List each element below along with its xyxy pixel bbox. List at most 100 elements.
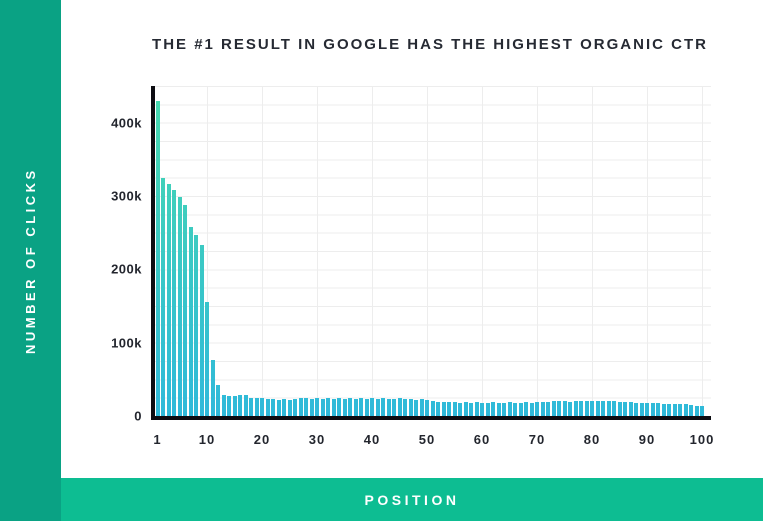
bar-position-20	[260, 398, 265, 416]
bar-position-6	[183, 204, 188, 416]
bar-position-99	[694, 405, 699, 416]
y-tick-label-300k: 300k	[111, 188, 142, 204]
bar-position-34	[337, 398, 342, 416]
bar-position-47	[408, 399, 413, 416]
bar-position-90	[645, 402, 650, 416]
bar-position-45	[397, 398, 402, 416]
bar-position-39	[364, 399, 369, 416]
vertical-gridline	[592, 86, 593, 416]
bar-position-14	[227, 396, 232, 416]
x-axis-tick-labels: 1 10 20 30 40 50 60 70 80 90 100	[153, 432, 713, 452]
bar-position-75	[562, 401, 567, 416]
bar-position-9	[199, 245, 204, 416]
bar-position-94	[667, 403, 672, 416]
bar-position-92	[656, 402, 661, 416]
bar-position-81	[595, 400, 600, 416]
x-tick-label-80: 80	[583, 432, 601, 447]
bar-position-61	[485, 402, 490, 416]
x-axis-title: POSITION	[364, 491, 460, 508]
x-tick-label-10: 10	[198, 432, 216, 447]
bar-position-63	[496, 402, 501, 416]
x-tick-label-40: 40	[363, 432, 381, 447]
bar-position-4	[172, 190, 177, 416]
bar-position-22	[271, 399, 276, 416]
bar-position-27	[298, 398, 303, 416]
y-axis-title: NUMBER OF CLICKS	[23, 167, 38, 354]
vertical-gridline	[427, 86, 428, 416]
bar-position-51	[430, 401, 435, 416]
bar-position-28	[304, 398, 309, 416]
bar-position-100	[700, 406, 705, 416]
bar-position-38	[359, 398, 364, 416]
bar-position-17	[243, 395, 248, 416]
bar-position-31	[320, 399, 325, 416]
bar-position-78	[579, 401, 584, 416]
x-axis-spine	[151, 416, 711, 420]
bar-position-41	[375, 399, 380, 416]
bar-position-72	[546, 402, 551, 416]
bar-position-16	[238, 395, 243, 416]
bar-position-11	[210, 360, 215, 416]
x-tick-label-70: 70	[528, 432, 546, 447]
bar-position-69	[529, 402, 534, 416]
bar-position-54	[447, 402, 452, 416]
bar-position-91	[650, 402, 655, 416]
bar-position-59	[474, 402, 479, 416]
bar-position-82	[601, 401, 606, 416]
bar-position-35	[342, 399, 347, 416]
bar-position-86	[623, 402, 628, 416]
vertical-gridline	[537, 86, 538, 416]
bar-position-33	[331, 399, 336, 416]
bar-position-89	[639, 402, 644, 416]
bar-position-74	[557, 401, 562, 416]
x-tick-label-100: 100	[689, 432, 715, 447]
bar-position-2	[161, 177, 166, 416]
bar-position-10	[205, 302, 210, 416]
bar-position-53	[441, 402, 446, 416]
bar-position-8	[194, 234, 199, 416]
vertical-gridline	[317, 86, 318, 416]
x-axis-title-band: POSITION	[61, 478, 763, 521]
y-axis-tick-labels: 400k 300k 200k 100k 0	[0, 86, 142, 423]
bar-position-97	[683, 404, 688, 416]
bar-position-26	[293, 399, 298, 416]
bar-position-19	[254, 398, 259, 416]
bar-position-60	[480, 402, 485, 416]
chart-title: THE #1 RESULT IN GOOGLE HAS THE HIGHEST …	[152, 36, 708, 53]
x-tick-label-20: 20	[253, 432, 271, 447]
x-tick-label-60: 60	[473, 432, 491, 447]
bar-position-73	[551, 401, 556, 416]
bar-position-36	[348, 398, 353, 416]
bar-position-66	[513, 402, 518, 416]
bar-position-50	[425, 399, 430, 416]
bar-position-56	[458, 402, 463, 416]
bar-position-83	[606, 401, 611, 416]
x-tick-label-50: 50	[418, 432, 436, 447]
bar-position-48	[414, 399, 419, 416]
vertical-gridline	[207, 86, 208, 416]
bar-position-84	[612, 401, 617, 416]
bar-position-18	[249, 397, 254, 416]
bar-position-58	[469, 402, 474, 416]
plot-area	[155, 86, 711, 416]
bar-position-49	[419, 399, 424, 416]
bar-position-98	[689, 405, 694, 416]
bar-position-42	[381, 398, 386, 416]
bar-position-44	[392, 399, 397, 416]
vertical-gridline	[372, 86, 373, 416]
bar-position-15	[232, 396, 237, 416]
bar-position-70	[535, 402, 540, 416]
bar-position-55	[452, 402, 457, 416]
vertical-gridline	[702, 86, 703, 416]
y-axis-spine	[151, 86, 155, 420]
x-tick-label-90: 90	[638, 432, 656, 447]
bar-position-21	[265, 399, 270, 416]
bar-position-52	[436, 402, 441, 416]
bar-position-96	[678, 403, 683, 416]
bar-position-65	[507, 402, 512, 416]
bar-position-85	[617, 402, 622, 416]
bar-position-24	[282, 399, 287, 416]
bar-position-37	[353, 399, 358, 416]
vertical-gridline	[647, 86, 648, 416]
bar-position-76	[568, 402, 573, 416]
